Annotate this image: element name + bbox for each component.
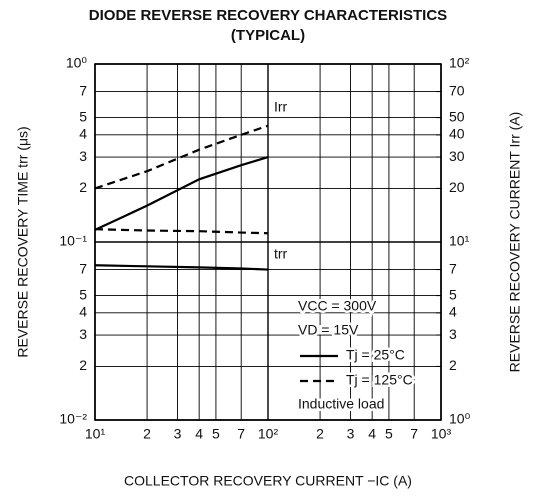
x-tick-label: 7 bbox=[410, 426, 418, 442]
chart-subtitle: (TYPICAL) bbox=[231, 27, 305, 44]
y-tick-label: 5 bbox=[79, 286, 87, 302]
x-tick-label: 10¹ bbox=[85, 426, 106, 442]
y-tick-label: 10⁻¹ bbox=[59, 233, 87, 249]
y2-tick-label: 3 bbox=[449, 326, 457, 342]
annotation: VD = 15V bbox=[298, 322, 359, 338]
legend-label: Tj = 125°C bbox=[346, 372, 413, 388]
x-tick-label: 7 bbox=[237, 426, 245, 442]
legend-label: Tj = 25°C bbox=[346, 347, 405, 363]
y-tick-label: 2 bbox=[79, 179, 87, 195]
y-tick-label: 3 bbox=[79, 148, 87, 164]
y-tick-label: 7 bbox=[79, 82, 87, 98]
annotation: Inductive load bbox=[298, 396, 384, 412]
y2-tick-label: 50 bbox=[449, 108, 465, 124]
x-tick-label: 2 bbox=[143, 426, 151, 442]
curve-label: Irr bbox=[274, 98, 288, 114]
x-tick-label: 10² bbox=[258, 426, 279, 442]
x-tick-label: 2 bbox=[316, 426, 324, 442]
y-tick-label: 3 bbox=[79, 326, 87, 342]
curve bbox=[94, 228, 269, 235]
x-tick-label: 5 bbox=[385, 426, 393, 442]
plot-frame bbox=[94, 63, 442, 421]
y2-tick-label: 2 bbox=[449, 357, 457, 373]
x-tick-label: 4 bbox=[195, 426, 203, 442]
x-tick-label: 4 bbox=[368, 426, 376, 442]
y2-tick-label: 10² bbox=[449, 55, 470, 71]
y-tick-label: 4 bbox=[79, 304, 87, 320]
y2-tick-label: 4 bbox=[449, 304, 457, 320]
y2-tick-label: 7 bbox=[449, 260, 457, 276]
y2-tick-label: 10¹ bbox=[449, 233, 470, 249]
annotation: VCC = 300V bbox=[298, 298, 377, 314]
curve bbox=[94, 124, 269, 190]
y2-tick-label: 30 bbox=[449, 148, 465, 164]
x-tick-label: 10³ bbox=[431, 426, 452, 442]
y-tick-label: 7 bbox=[79, 260, 87, 276]
x-tick-label: 3 bbox=[174, 426, 182, 442]
y2-axis-label: REVERSE RECOVERY CURRENT Irr (A) bbox=[507, 112, 523, 373]
y2-tick-label: 40 bbox=[449, 126, 465, 142]
chart-title: DIODE REVERSE RECOVERY CHARACTERISTICS bbox=[89, 7, 447, 24]
y2-tick-label: 70 bbox=[449, 82, 465, 98]
curve-label: trr bbox=[274, 245, 288, 261]
x-tick-label: 3 bbox=[347, 426, 355, 442]
y-tick-label: 10⁰ bbox=[66, 55, 88, 71]
curve bbox=[94, 156, 269, 231]
y-tick-label: 10⁻² bbox=[59, 411, 87, 427]
curve bbox=[94, 264, 269, 271]
y-axis-label: REVERSE RECOVERY TIME trr (μs) bbox=[15, 126, 31, 357]
y-tick-label: 2 bbox=[79, 357, 87, 373]
y-tick-label: 4 bbox=[79, 126, 87, 142]
x-axis-label: COLLECTOR RECOVERY CURRENT −IC (A) bbox=[124, 473, 412, 489]
y2-tick-label: 20 bbox=[449, 179, 465, 195]
y-tick-label: 5 bbox=[79, 108, 87, 124]
y2-tick-label: 10⁰ bbox=[449, 411, 471, 427]
y2-tick-label: 5 bbox=[449, 286, 457, 302]
x-tick-label: 5 bbox=[212, 426, 220, 442]
